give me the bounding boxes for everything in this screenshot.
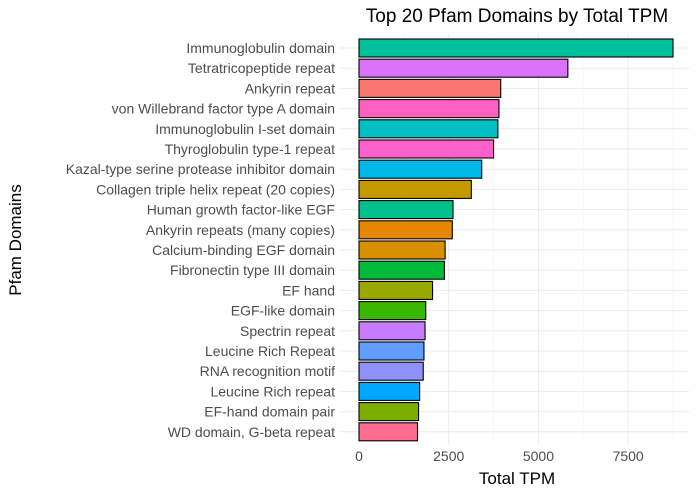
bar [358, 99, 500, 119]
y-tick-label: Tetratricopeptide repeat [188, 60, 335, 76]
y-tick-label: RNA recognition motif [200, 363, 336, 379]
y-tick-label: EGF-like domain [231, 303, 335, 319]
bar [358, 422, 419, 442]
bar [358, 301, 427, 321]
x-tick-label: 5000 [523, 448, 554, 464]
bar [358, 381, 421, 401]
y-tick-label: Ankyrin repeat [245, 80, 335, 96]
bar [358, 159, 483, 179]
y-tick-label: Kazal-type serine protease inhibitor dom… [66, 161, 335, 177]
bar [358, 240, 446, 260]
y-tick-label: Human growth factor-like EGF [147, 202, 335, 218]
bars [358, 38, 674, 442]
x-tick-label: 2500 [433, 448, 464, 464]
bar [358, 220, 453, 240]
chart-title: Top 20 Pfam Domains by Total TPM [366, 6, 668, 27]
y-tick-label: EF-hand domain pair [204, 404, 335, 420]
bar [358, 119, 499, 139]
x-tick-label: 7500 [613, 448, 644, 464]
bar [358, 321, 426, 341]
y-tick-label: EF hand [282, 282, 335, 298]
bar [358, 402, 420, 422]
y-tick-label: Collagen triple helix repeat (20 copies) [96, 181, 335, 197]
y-tick-labels: Immunoglobulin domain Tetratricopeptide r… [66, 40, 336, 440]
y-tick-label: Immunoglobulin domain [186, 40, 335, 56]
bar [358, 139, 495, 159]
y-tick-label: Leucine Rich repeat [210, 383, 335, 399]
x-tick-label: 0 [355, 448, 363, 464]
y-tick-label: von Willebrand factor type A domain [112, 101, 335, 117]
bar [358, 260, 445, 280]
bar [358, 361, 424, 381]
bar [358, 179, 472, 199]
bar [358, 58, 569, 78]
bar [358, 78, 502, 98]
bar [358, 341, 425, 361]
y-axis-title: Pfam Domains [6, 184, 25, 295]
bar [358, 280, 434, 300]
y-tick-label: Fibronectin type III domain [170, 262, 335, 278]
x-tick-labels: 0 2500 5000 7500 [355, 448, 644, 464]
bar [358, 38, 674, 58]
y-tick-label: Immunoglobulin I-set domain [155, 121, 335, 137]
y-tick-label: Calcium-binding EGF domain [152, 242, 335, 258]
y-tick-label: WD domain, G-beta repeat [168, 424, 335, 440]
y-tick-label: Ankyrin repeats (many copies) [146, 222, 335, 238]
y-tick-label: Spectrin repeat [240, 323, 335, 339]
bar [358, 200, 454, 220]
y-tick-label: Thyroglobulin type-1 repeat [165, 141, 336, 157]
y-tick-label: Leucine Rich Repeat [205, 343, 335, 359]
x-axis-title: Total TPM [479, 469, 555, 488]
